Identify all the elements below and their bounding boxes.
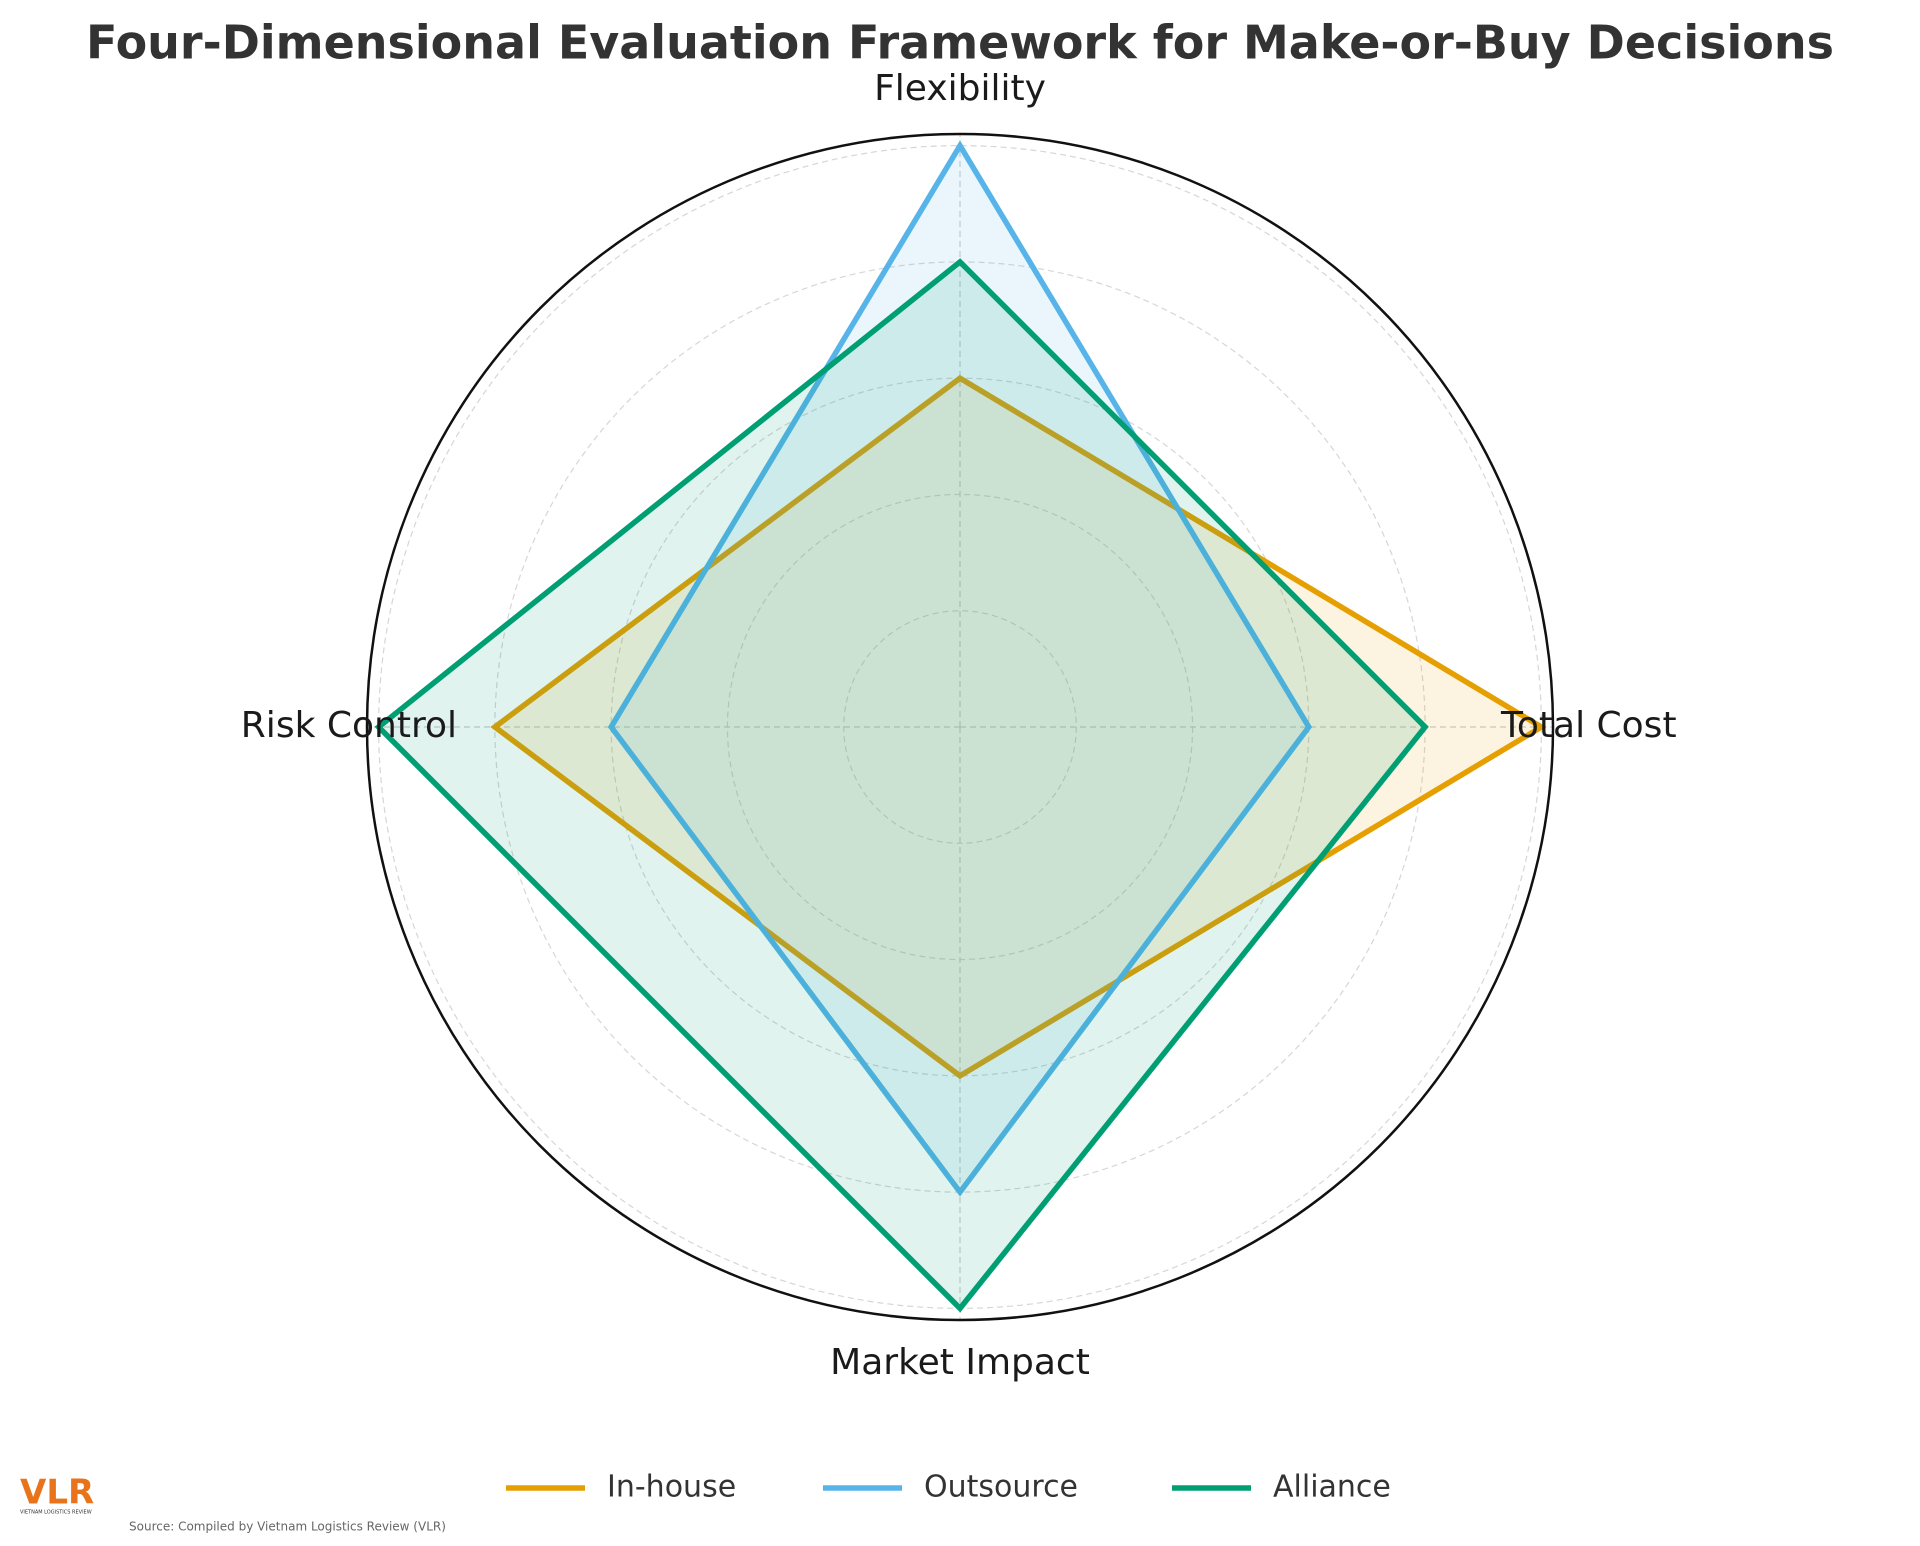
- logo: VLR: [20, 1473, 94, 1513]
- series-area: [494, 378, 1542, 1076]
- source-note: Source: Compiled by Vietnam Logistics Re…: [129, 1520, 446, 1534]
- category-label: Risk Control: [241, 705, 457, 746]
- series-line: [490, 374, 1547, 1080]
- series-line: [607, 140, 1313, 1197]
- legend-label: Outsource: [924, 1470, 1078, 1505]
- category-label: Market Impact: [830, 1342, 1090, 1383]
- legend-label: Alliance: [1273, 1470, 1391, 1505]
- legend-label: In-house: [607, 1470, 736, 1505]
- series-line: [374, 258, 1429, 1313]
- grid-circle: [843, 610, 1077, 844]
- category-label: Total Cost: [1500, 705, 1677, 746]
- logo-subtext: VIETNAM LOGISTICS REVIEW: [20, 1510, 92, 1516]
- chart-title: Four-Dimensional Evaluation Framework fo…: [86, 16, 1834, 70]
- category-label: Flexibility: [874, 68, 1046, 109]
- series-area: [378, 261, 1426, 1309]
- series-area: [611, 145, 1309, 1193]
- outer-frame: [365, 132, 1555, 1322]
